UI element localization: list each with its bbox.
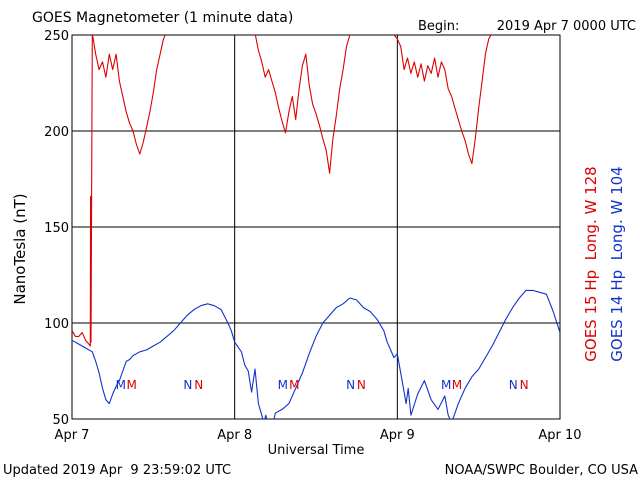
annotation-marker: M [441,378,451,392]
series-layer [72,35,560,419]
y-tick-label: 50 [52,413,69,428]
y-tick-label: 250 [44,29,69,44]
x-tick-label: Apr 8 [217,428,252,443]
y-tick-labels: 50 100 150 200 250 [44,29,69,428]
credit-text: NOAA/SWPC Boulder, CO USA [445,463,638,478]
legend-goes15: GOES 15 Hp Long. W 128 [582,166,600,361]
annotation-marker: N [194,378,203,392]
y-tick-label: 100 [44,317,69,332]
series-line-goes14 [72,289,560,419]
annotation-marker: N [183,378,192,392]
y-tick-label: 200 [44,125,69,140]
x-tick-labels: Apr 7 Apr 8 Apr 9 Apr 10 [55,428,582,443]
annotation-marker: N [509,378,518,392]
annotation-marker: M [116,378,126,392]
plot-grid [71,34,561,420]
annotation-marker: N [520,378,529,392]
updated-timestamp: Updated 2019 Apr 9 23:59:02 UTC [3,463,231,478]
annotation-marker: M [126,378,136,392]
x-tick-label: Apr 7 [55,428,90,443]
annotation-marker: M [452,378,462,392]
x-tick-label: Apr 10 [538,428,581,443]
annotation-marker: M [289,378,299,392]
chart-title: GOES Magnetometer (1 minute data) [32,10,293,26]
y-axis-label: NanoTesla (nT) [11,193,29,304]
x-axis-label: Universal Time [268,443,365,458]
annotation-marker: N [357,378,366,392]
begin-value: 2019 Apr 7 0000 UTC [497,19,636,34]
x-tick-label: Apr 9 [380,428,415,443]
annotation-marker: N [346,378,355,392]
legend-goes14: GOES 14 Hp Long. W 104 [608,166,626,361]
annotation-marker: M [278,378,288,392]
begin-label: Begin: [418,19,459,34]
series-line-goes15 [72,35,492,347]
y-tick-label: 150 [44,221,69,236]
